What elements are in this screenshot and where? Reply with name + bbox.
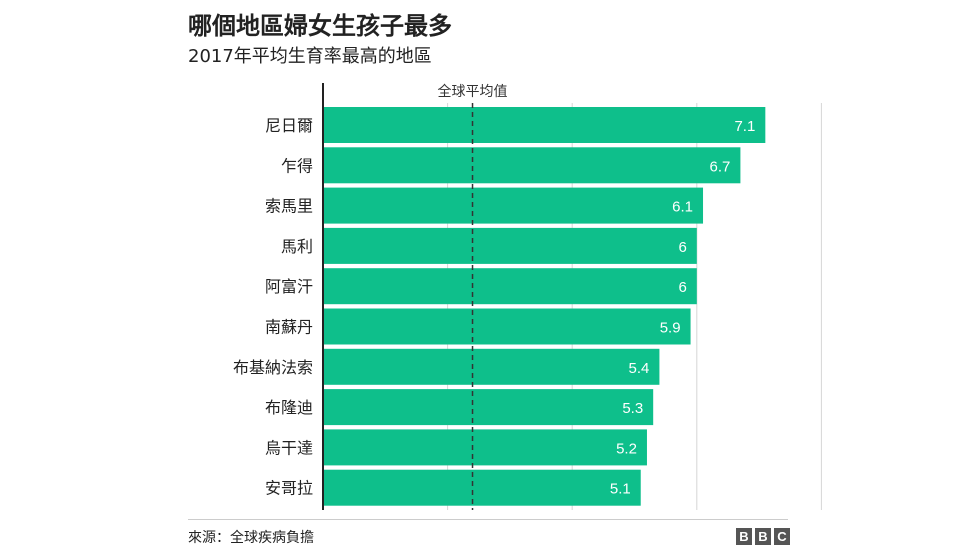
bbc-logo-letter-b1: B: [736, 528, 752, 545]
data-label: 5.9: [660, 320, 681, 337]
category-label: 阿富汗: [265, 277, 313, 296]
bar: [323, 227, 697, 264]
bar: [323, 147, 741, 184]
data-label: 6: [678, 279, 686, 296]
category-label: 布隆迪: [265, 398, 313, 417]
bar: [323, 348, 660, 385]
data-label: 5.1: [610, 481, 631, 498]
bar: [323, 187, 704, 224]
data-label: 6.7: [710, 158, 731, 175]
data-label: 6: [678, 239, 686, 256]
category-label: 布基納法索: [233, 358, 313, 377]
bar: [323, 469, 641, 506]
data-label: 6.1: [672, 199, 693, 216]
bar: [323, 107, 766, 143]
category-label: 索馬里: [265, 197, 313, 216]
data-label: 5.4: [629, 360, 650, 377]
data-label: 7.1: [734, 118, 755, 135]
category-label: 烏干達: [265, 438, 313, 457]
chart-subtitle: 2017年平均生育率最高的地區: [188, 46, 432, 67]
category-label: 南蘇丹: [265, 318, 313, 337]
bar: [323, 429, 647, 466]
category-label: 尼日爾: [265, 116, 313, 135]
bar: [323, 308, 691, 345]
category-label: 乍得: [281, 156, 313, 175]
bar: [323, 389, 654, 426]
data-label: 5.2: [616, 440, 637, 457]
bbc-logo: B B C: [736, 528, 790, 545]
footer-divider: [188, 519, 788, 520]
bar: [323, 268, 697, 305]
source-note: 來源：全球疾病負擔: [188, 530, 314, 546]
reference-line-label: 全球平均值: [438, 83, 508, 100]
bbc-logo-letter-b2: B: [755, 528, 771, 545]
category-label: 安哥拉: [265, 479, 313, 498]
chart-title: 哪個地區婦女生孩子最多: [188, 12, 452, 40]
category-label: 馬利: [281, 237, 313, 256]
data-label: 5.3: [622, 400, 643, 417]
bbc-logo-letter-c: C: [774, 528, 790, 545]
